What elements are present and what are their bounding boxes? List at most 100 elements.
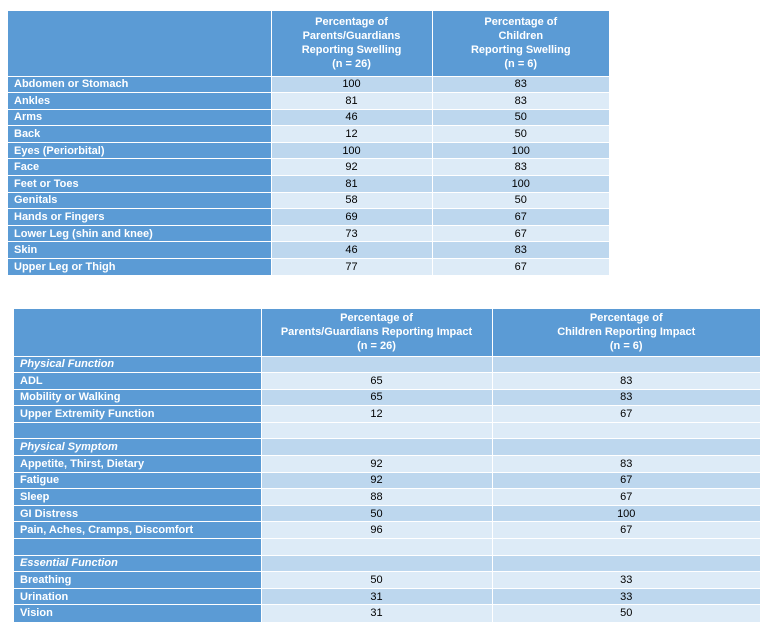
table-row: Eyes (Periorbital) 100 100	[8, 141, 609, 159]
row-label: Hands or Fingers	[8, 208, 271, 226]
table-row: Feet or Toes 81 100	[8, 175, 609, 193]
children-value: 83	[491, 388, 760, 406]
parents-value: 31	[260, 587, 492, 605]
parents-value: 65	[260, 388, 492, 406]
parents-value: 50	[260, 504, 492, 522]
row-label: Abdomen or Stomach	[8, 75, 271, 93]
section-label: Essential Function	[14, 554, 261, 572]
parents-value: 73	[270, 224, 432, 242]
parents-value: 88	[260, 488, 492, 506]
empty-cell	[491, 538, 760, 556]
empty-cell	[491, 554, 760, 572]
parents-value: 46	[270, 108, 432, 126]
children-value: 67	[431, 224, 609, 242]
spacer-row	[14, 538, 760, 556]
swelling-location-table: Percentage of Parents/Guardians Reportin…	[8, 11, 609, 276]
row-label: Genitals	[8, 191, 271, 209]
table-row: Skin 46 83	[8, 241, 609, 259]
children-value: 50	[491, 604, 760, 622]
table-row: Mobility or Walking 65 83	[14, 388, 760, 406]
children-value: 83	[431, 241, 609, 259]
row-label: ADL	[14, 372, 261, 390]
section-label: Physical Symptom	[14, 438, 261, 456]
table-row: Face 92 83	[8, 158, 609, 176]
children-value: 67	[431, 208, 609, 226]
children-value: 83	[431, 158, 609, 176]
empty-cell	[491, 355, 760, 373]
row-label: Upper Extremity Function	[14, 405, 261, 423]
row-label: Vision	[14, 604, 261, 622]
spacer-row	[14, 421, 760, 439]
parents-value: 100	[270, 75, 432, 93]
section-header-row: Physical Function	[14, 355, 760, 373]
row-label: Breathing	[14, 571, 261, 589]
header-children-swelling: Percentage of Children Reporting Swellin…	[432, 11, 609, 76]
children-value: 50	[431, 108, 609, 126]
table-row: Sleep 88 67	[14, 488, 760, 506]
parents-value: 58	[270, 191, 432, 209]
parents-value: 50	[260, 571, 492, 589]
section-header-row: Essential Function	[14, 554, 760, 572]
row-label: Pain, Aches, Cramps, Discomfort	[14, 521, 261, 539]
parents-value: 31	[260, 604, 492, 622]
impact-table: Percentage of Parents/Guardians Reportin…	[14, 309, 760, 622]
children-value: 83	[491, 372, 760, 390]
row-label: Fatigue	[14, 471, 261, 489]
row-label: Urination	[14, 587, 261, 605]
header-blank-cell	[8, 11, 272, 76]
header-parents-swelling: Percentage of Parents/Guardians Reportin…	[271, 11, 433, 76]
children-value: 83	[431, 75, 609, 93]
empty-cell	[260, 355, 492, 373]
table-row: Pain, Aches, Cramps, Discomfort 96 67	[14, 521, 760, 539]
table-row: Ankles 81 83	[8, 92, 609, 110]
parents-value: 65	[260, 372, 492, 390]
empty-cell	[260, 438, 492, 456]
parents-value: 92	[260, 471, 492, 489]
empty-cell	[14, 538, 261, 556]
table-row: Breathing 50 33	[14, 571, 760, 589]
row-label: Skin	[8, 241, 271, 259]
children-value: 50	[431, 125, 609, 143]
table-row: ADL 65 83	[14, 372, 760, 390]
row-label: Arms	[8, 108, 271, 126]
children-value: 83	[431, 92, 609, 110]
row-label: GI Distress	[14, 504, 261, 522]
parents-value: 77	[270, 258, 432, 276]
table-row: GI Distress 50 100	[14, 504, 760, 522]
parents-value: 81	[270, 92, 432, 110]
empty-cell	[260, 538, 492, 556]
children-value: 67	[491, 488, 760, 506]
table-row: Genitals 58 50	[8, 191, 609, 209]
table-row: Fatigue 92 67	[14, 471, 760, 489]
row-label: Upper Leg or Thigh	[8, 258, 271, 276]
children-value: 33	[491, 571, 760, 589]
table-row: Urination 31 33	[14, 587, 760, 605]
row-label: Mobility or Walking	[14, 388, 261, 406]
header-parents-impact: Percentage of Parents/Guardians Reportin…	[261, 309, 493, 356]
children-value: 83	[491, 455, 760, 473]
empty-cell	[260, 554, 492, 572]
row-label: Eyes (Periorbital)	[8, 141, 271, 159]
children-value: 67	[491, 405, 760, 423]
parents-value: 92	[270, 158, 432, 176]
parents-value: 100	[270, 141, 432, 159]
table-row: Hands or Fingers 69 67	[8, 208, 609, 226]
empty-cell	[14, 421, 261, 439]
parents-value: 69	[270, 208, 432, 226]
parents-value: 92	[260, 455, 492, 473]
children-value: 33	[491, 587, 760, 605]
row-label: Sleep	[14, 488, 261, 506]
row-label: Feet or Toes	[8, 175, 271, 193]
children-value: 50	[431, 191, 609, 209]
children-value: 100	[431, 141, 609, 159]
empty-cell	[491, 421, 760, 439]
children-value: 67	[431, 258, 609, 276]
row-label: Lower Leg (shin and knee)	[8, 224, 271, 242]
parents-value: 96	[260, 521, 492, 539]
table-row: Arms 46 50	[8, 108, 609, 126]
children-value: 67	[491, 471, 760, 489]
section-label: Physical Function	[14, 355, 261, 373]
row-label: Back	[8, 125, 271, 143]
table-row: Abdomen or Stomach 100 83	[8, 75, 609, 93]
table-row: Upper Extremity Function 12 67	[14, 405, 760, 423]
